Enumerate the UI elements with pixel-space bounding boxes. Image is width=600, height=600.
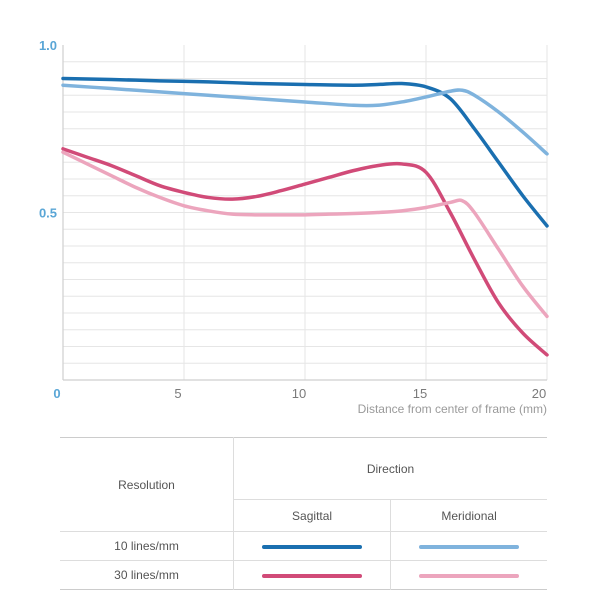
- series-line-s30: [61, 147, 549, 357]
- chart-ticks: 0 5 10 15 20 0.5 1.0: [39, 38, 546, 401]
- x-tick-label: 15: [413, 386, 427, 401]
- series-line-m30: [61, 150, 549, 319]
- mtf-chart: 0 5 10 15 20 0.5 1.0 Distance from center of f…: [39, 38, 549, 416]
- legend-line-meridional-10: [419, 544, 520, 549]
- sagittal-header: Sagittal: [233, 499, 392, 532]
- direction-header: Direction: [233, 437, 547, 500]
- legend-line-meridional-30: [419, 573, 520, 578]
- row-10-lines-label: 10 lines/mm: [60, 531, 234, 561]
- legend-line-sagittal-10: [262, 544, 363, 549]
- legend-line-sagittal-30: [262, 573, 363, 578]
- x-axis-label: Distance from center of frame (mm): [358, 402, 547, 416]
- chart-axes: [62, 45, 547, 381]
- legend-table: Resolution Direction Sagittal Meridional…: [60, 437, 547, 590]
- y-tick-label: 1.0: [39, 38, 57, 53]
- resolution-header: Resolution: [60, 437, 234, 532]
- x-tick-label: 10: [292, 386, 306, 401]
- x-tick-label: 0: [53, 386, 60, 401]
- row-30-lines-label: 30 lines/mm: [60, 560, 234, 590]
- series-line-s10: [61, 76, 549, 228]
- meridional-header: Meridional: [390, 499, 547, 532]
- y-tick-label: 0.5: [39, 206, 57, 221]
- x-tick-label: 20: [532, 386, 546, 401]
- chart-series: [61, 76, 549, 357]
- x-tick-label: 5: [174, 386, 181, 401]
- series-line-m10: [61, 83, 549, 156]
